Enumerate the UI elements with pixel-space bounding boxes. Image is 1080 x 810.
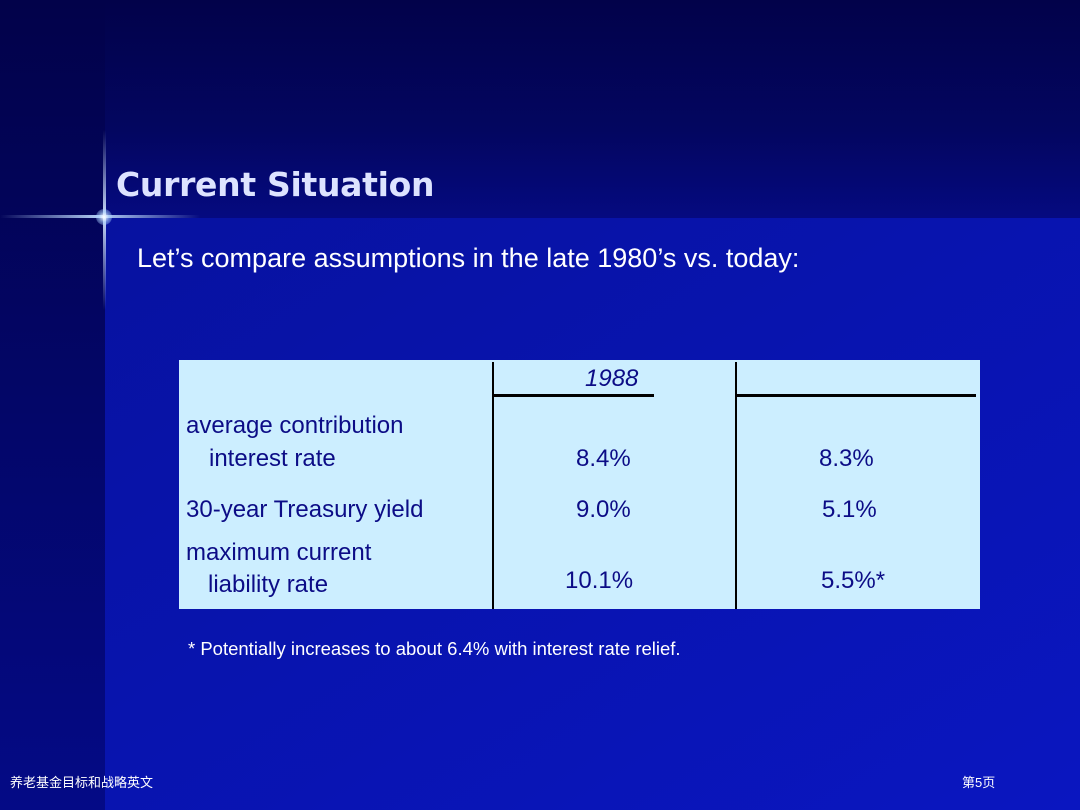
row-max-liability-label-2: liability rate — [208, 571, 329, 598]
row-avg-contribution-1988: 8.4% — [576, 445, 631, 472]
header-underline-today — [736, 394, 976, 397]
row-max-liability-today: 5.5%* — [821, 567, 886, 594]
footer-document-title: 养老基金目标和战略英文 — [10, 775, 154, 790]
footnote: * Potentially increases to about 6.4% wi… — [188, 638, 681, 659]
left-band — [0, 0, 105, 810]
row-max-liability-label-1: maximum current — [186, 539, 372, 566]
row-treasury-yield-1988: 9.0% — [576, 496, 631, 523]
row-avg-contribution-label-1: average contribution — [186, 412, 404, 439]
comparison-table: 1988 average contribution interest rate … — [179, 360, 980, 609]
table-header-1988: 1988 — [585, 365, 639, 392]
slide-subtitle: Let’s compare assumptions in the late 19… — [137, 243, 800, 273]
footer-page-number: 第5页 — [962, 775, 996, 790]
row-avg-contribution-label-2: interest rate — [209, 445, 336, 472]
slide-title: Current Situation — [116, 165, 435, 204]
row-avg-contribution-today: 8.3% — [819, 445, 874, 472]
table-column-divider-1 — [492, 362, 494, 609]
header-underline-1988 — [494, 394, 654, 397]
table-column-divider-2 — [735, 362, 737, 609]
light-flare-center — [96, 209, 112, 225]
top-band — [0, 0, 1080, 218]
row-treasury-yield-today: 5.1% — [822, 496, 877, 523]
row-max-liability-1988: 10.1% — [565, 567, 634, 594]
row-treasury-yield-label: 30-year Treasury yield — [186, 496, 424, 523]
